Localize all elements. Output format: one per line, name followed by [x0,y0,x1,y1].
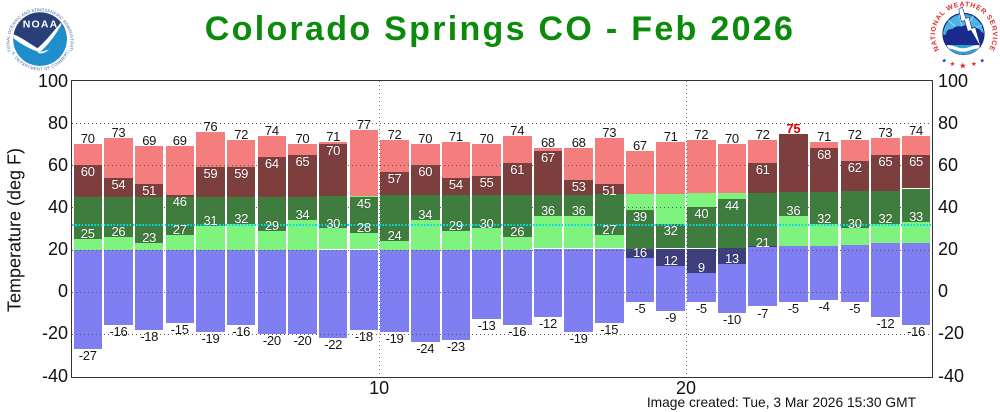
svg-text:NOAA: NOAA [23,19,59,31]
svg-text:★: ★ [980,58,985,65]
svg-text:★: ★ [959,61,967,71]
svg-text:★: ★ [942,58,947,65]
svg-text:★: ★ [950,60,956,68]
svg-text:★: ★ [971,60,977,68]
